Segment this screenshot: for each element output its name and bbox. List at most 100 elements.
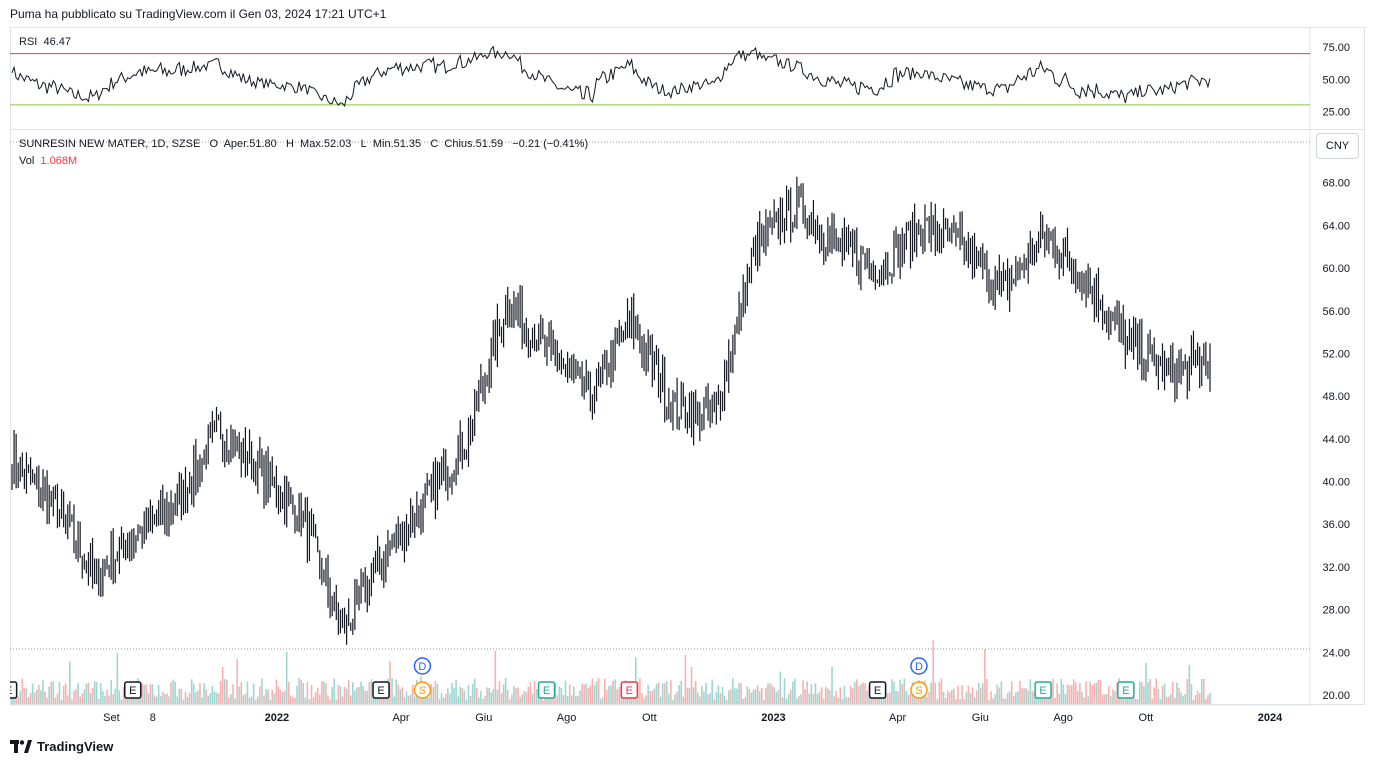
volume-bar — [323, 681, 325, 704]
dividend-marker[interactable]: D — [413, 657, 432, 675]
volume-bar — [643, 698, 645, 704]
volume-bar — [630, 699, 633, 704]
price-tick-label: 60.00 — [1322, 263, 1350, 275]
volume-bar — [211, 686, 214, 704]
volume-bar — [155, 696, 158, 704]
rsi-pane[interactable]: 75.00 50.00 25.00 RSI 46.47 — [10, 27, 1365, 130]
volume-bar — [616, 689, 618, 704]
volume-bar — [250, 696, 253, 704]
earnings-beat-marker[interactable]: E — [1117, 681, 1135, 699]
time-axis[interactable]: Set 8 2022 Apr Giu Ago Ott 2023 Apr Giu Ago Ott 2024 — [10, 705, 1365, 731]
earnings-miss-marker[interactable]: E — [620, 681, 639, 699]
volume-bar — [436, 683, 439, 704]
currency-button[interactable]: CNY — [1316, 133, 1359, 159]
volume-bar — [647, 685, 649, 704]
volume-bar — [659, 696, 662, 704]
volume-bar — [1161, 685, 1164, 704]
volume-bar — [455, 679, 457, 704]
volume-bar — [1159, 699, 1162, 704]
earnings-marker[interactable]: E — [372, 681, 390, 699]
volume-bar — [104, 696, 106, 704]
high-label: Max. — [300, 138, 324, 150]
volume-bar — [812, 694, 815, 704]
volume-bar — [998, 687, 1001, 704]
volume-bar — [1167, 696, 1170, 704]
tradingview-footer[interactable]: TradingView — [10, 739, 113, 754]
volume-bar — [1029, 679, 1032, 704]
rsi-label: RSI — [19, 36, 38, 48]
volume-bar — [750, 692, 753, 704]
volume-bar — [407, 695, 410, 704]
time-tick-label: 8 — [150, 712, 156, 724]
volume-bar — [444, 693, 447, 704]
change-value: −0.21 (−0.41%) — [512, 138, 589, 150]
split-marker[interactable]: S — [413, 681, 432, 699]
volume-bar — [31, 683, 34, 704]
volume-bar — [806, 681, 809, 704]
volume-bar — [248, 697, 251, 704]
volume-bar — [686, 687, 689, 704]
volume-bar — [430, 683, 433, 704]
earnings-marker[interactable]: E — [124, 681, 142, 699]
volume-bar — [91, 688, 94, 704]
earnings-marker[interactable]: E — [868, 681, 887, 699]
volume-bar — [1116, 682, 1118, 704]
volume-bar — [897, 691, 899, 704]
volume-bar — [478, 697, 480, 704]
volume-bar — [482, 698, 484, 704]
event-box — [1117, 681, 1135, 699]
volume-bar — [232, 684, 234, 704]
volume-bar — [1048, 693, 1050, 704]
time-tick-label: Ago — [1053, 712, 1073, 724]
volume-bar — [734, 688, 736, 704]
volume-bar — [432, 687, 435, 704]
earnings-beat-marker[interactable]: E — [537, 681, 556, 699]
dividend-marker[interactable]: D — [910, 657, 928, 675]
volume-bar — [314, 692, 317, 704]
volume-bar — [781, 697, 784, 704]
volume-bar — [926, 696, 928, 704]
volume-bar — [205, 689, 207, 704]
volume-bar — [1033, 692, 1036, 704]
earnings-marker[interactable]: E — [10, 681, 18, 699]
volume-bar — [259, 686, 261, 704]
time-tick-label: Apr — [392, 712, 409, 724]
volume-bar — [341, 696, 344, 704]
volume-bar — [610, 685, 612, 704]
volume-bar — [1114, 691, 1116, 704]
volume-bar — [988, 699, 990, 704]
event-box — [10, 681, 18, 699]
volume-bar — [178, 688, 181, 704]
rsi-legend: RSI 46.47 — [19, 36, 71, 48]
c-label: C — [430, 138, 439, 150]
volume-bar — [839, 687, 842, 704]
volume-bar — [114, 688, 117, 704]
volume-bar — [25, 688, 28, 704]
footer-brand: TradingView — [37, 739, 114, 754]
volume-bar — [1093, 683, 1096, 704]
volume-bar — [748, 688, 751, 704]
volume-bar — [356, 687, 358, 704]
event-label: D — [418, 661, 426, 673]
price-pane[interactable]: 68.00 64.00 60.00 56.00 52.00 48.00 44.00 40.00… — [10, 130, 1365, 705]
volume-bar — [228, 697, 230, 704]
volume-bar — [699, 696, 701, 704]
volume-bar — [403, 697, 406, 704]
volume-bar — [599, 698, 602, 704]
volume-bar — [1149, 679, 1151, 704]
volume-bar — [52, 681, 55, 704]
split-marker[interactable]: S — [910, 681, 928, 699]
volume-bar — [451, 682, 453, 704]
volume-bar — [393, 696, 395, 704]
volume-bar — [1151, 698, 1153, 704]
volume-bar — [345, 688, 348, 704]
volume-bar — [570, 695, 573, 704]
volume-bar — [335, 699, 338, 704]
volume-bar — [195, 692, 197, 704]
volume-bar — [401, 687, 404, 704]
volume-bar — [488, 688, 490, 704]
earnings-beat-marker[interactable]: E — [1034, 681, 1052, 699]
volume-bar — [168, 696, 170, 704]
volume-bar — [525, 691, 528, 704]
volume-bar — [1205, 699, 1207, 704]
